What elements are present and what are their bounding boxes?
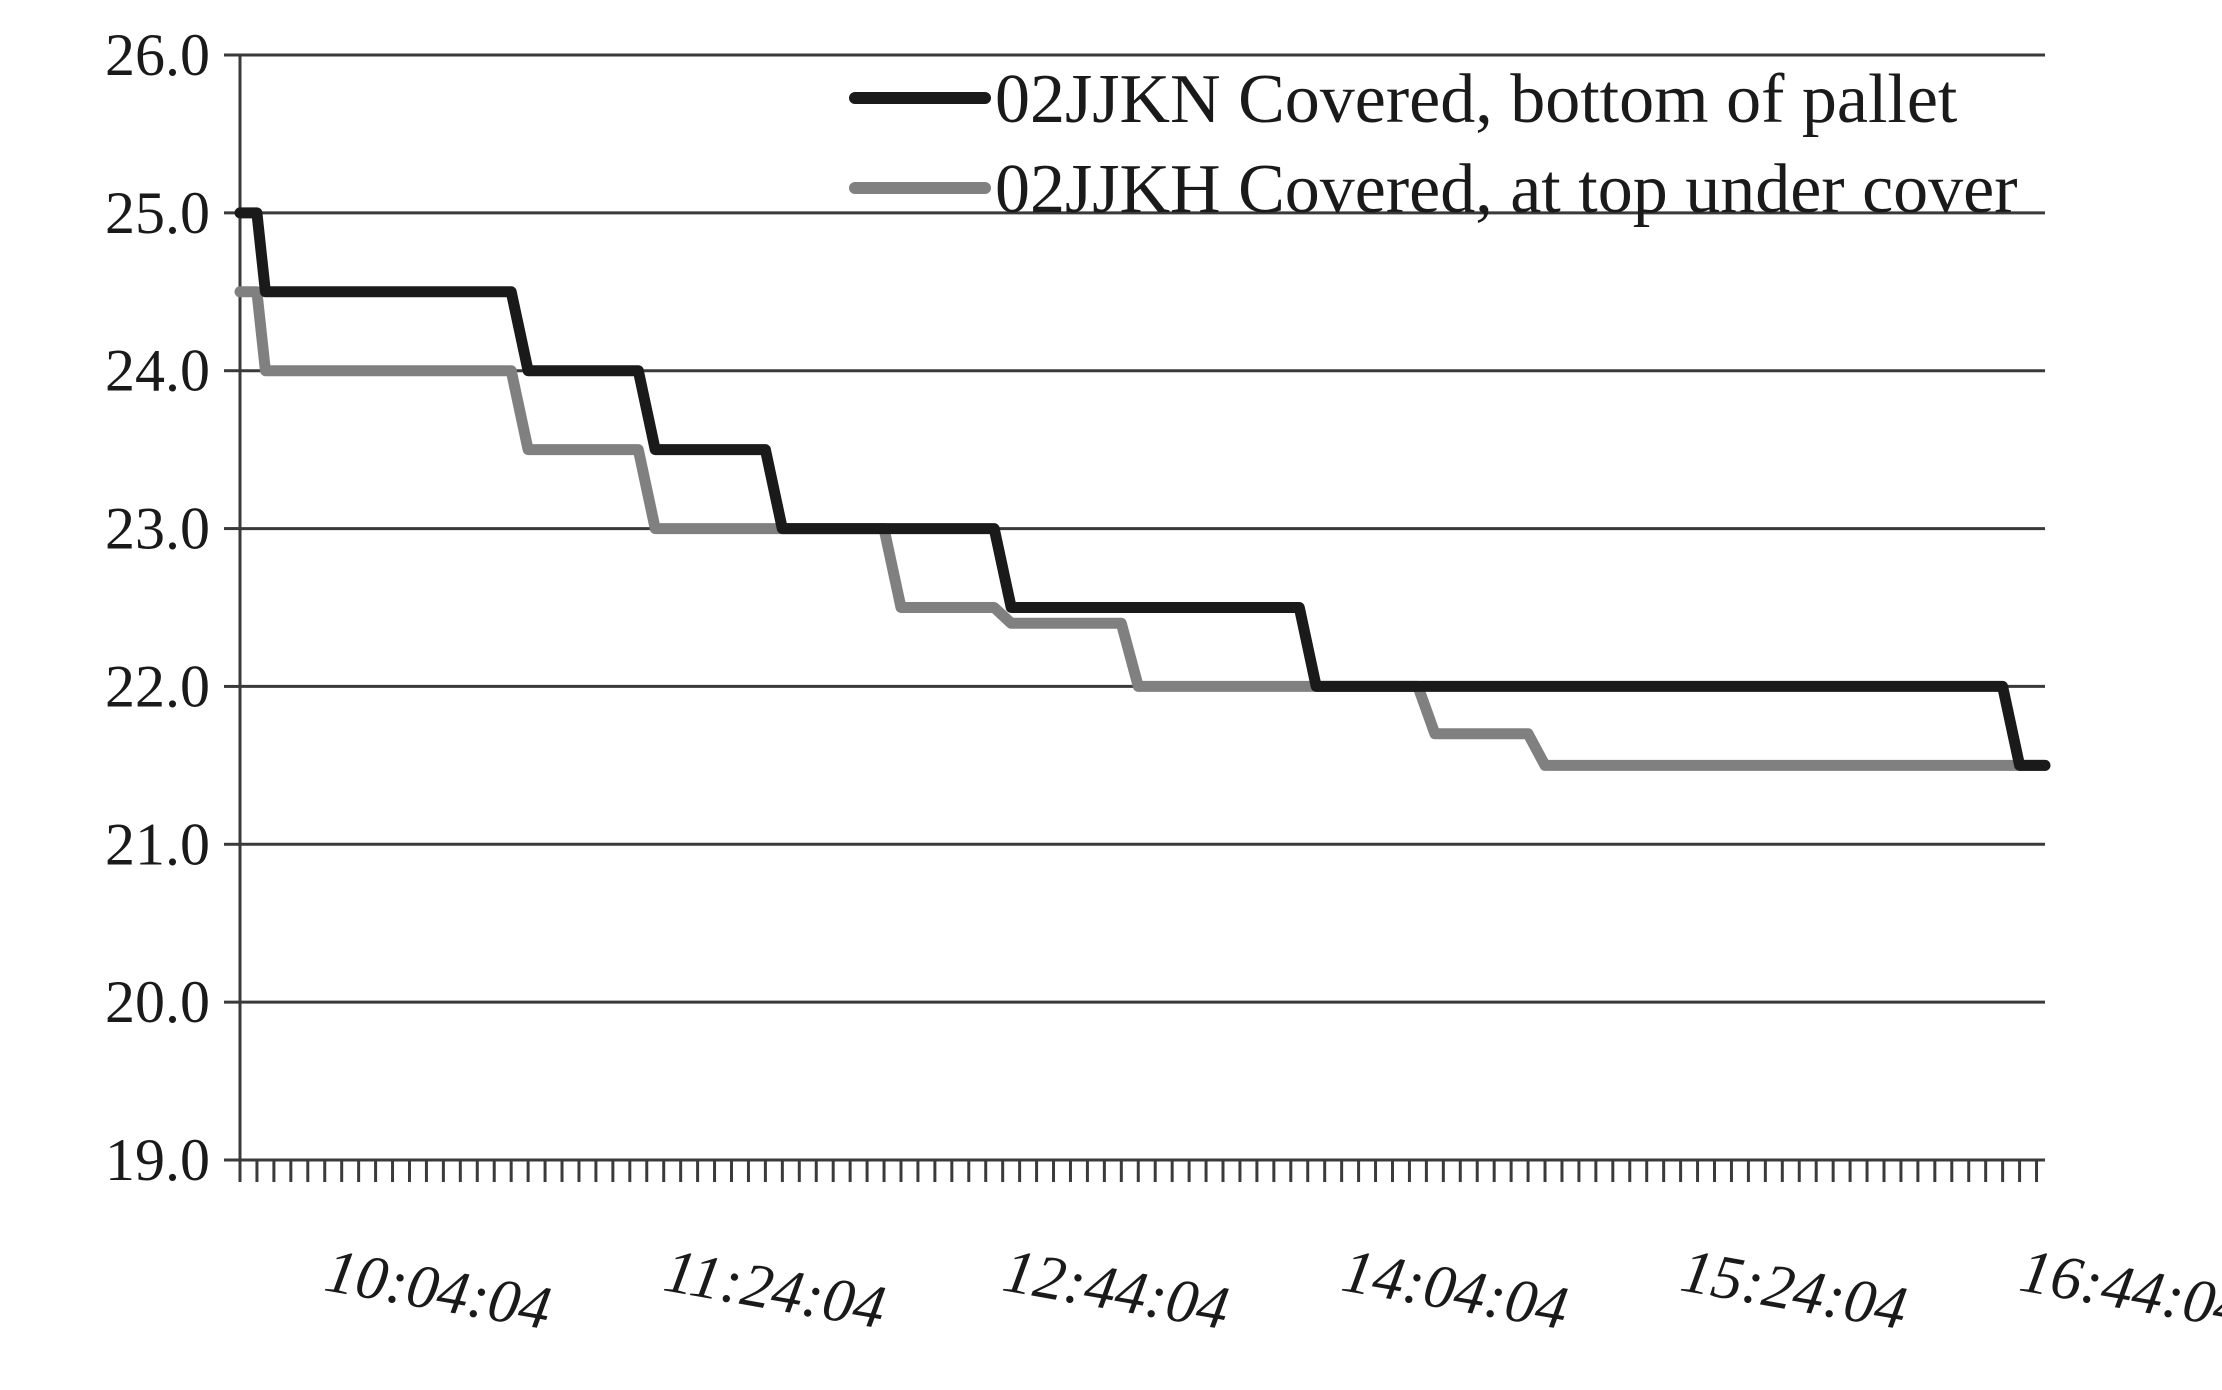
legend: 02JJKN Covered, bottom of pallet 02JJKH C…	[849, 61, 2018, 228]
y-tick-label: 24.0	[105, 338, 210, 404]
x-tick-label: 16:44:04	[2015, 1237, 2222, 1343]
x-tick-label: 11:24:04	[659, 1237, 890, 1343]
axes	[238, 55, 2045, 1162]
y-tick-label: 26.0	[105, 22, 210, 88]
x-tick-label: 12:44:04	[998, 1237, 1234, 1343]
y-tick-label: 23.0	[105, 496, 210, 562]
series-line-1	[234, 286, 2051, 771]
x-tick-label: 15:24:04	[1676, 1237, 1912, 1343]
series-lines	[234, 207, 2051, 771]
y-axis-ticks: 19.0 20.0 21.0 22.0 23.0 24.0 25.0 26.0	[105, 22, 240, 1193]
y-tick-label: 20.0	[105, 969, 210, 1035]
legend-label: 02JJKN Covered, bottom of pallet	[995, 61, 1958, 138]
y-tick-label: 19.0	[105, 1127, 210, 1193]
series-line-0	[234, 207, 2051, 771]
y-tick-label: 22.0	[105, 653, 210, 719]
legend-label: 02JJKH Covered, at top under cover	[995, 151, 2018, 228]
x-tick-label: 14:04:04	[1337, 1237, 1573, 1343]
y-tick-label: 21.0	[105, 811, 210, 877]
x-tick-label: 10:04:04	[320, 1237, 556, 1343]
y-tick-label: 25.0	[105, 180, 210, 246]
x-axis-ticks: 10:04:04 11:24:04 12:44:04 14:04:04 15:24:04…	[238, 1160, 2222, 1343]
